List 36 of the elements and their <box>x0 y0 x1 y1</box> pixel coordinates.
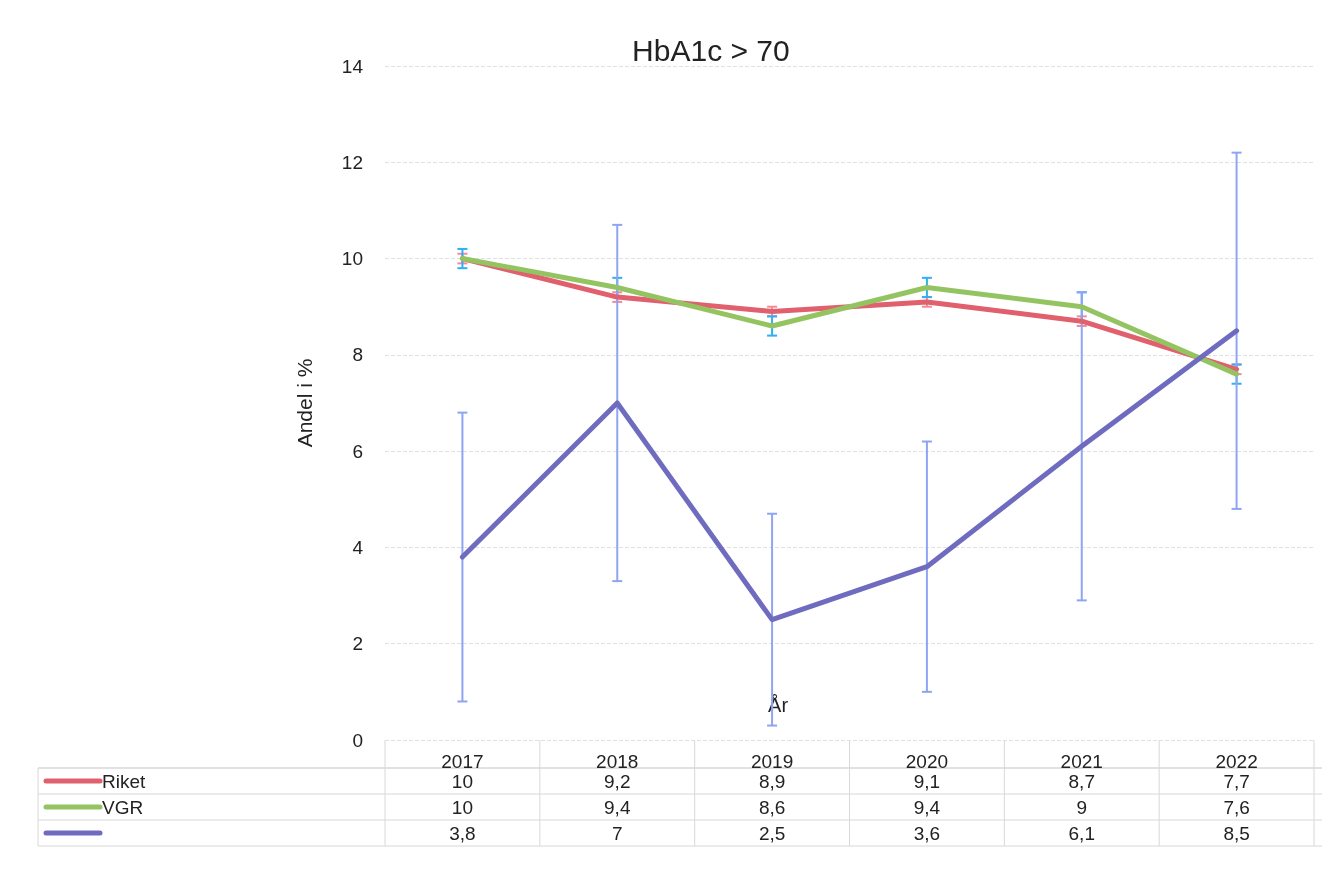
x-tick-label: 2019 <box>750 751 794 772</box>
x-tick-label: 2022 <box>1215 751 1258 772</box>
y-axis-title: Andel i % <box>293 358 316 448</box>
y-tick-label: 6 <box>352 440 363 462</box>
data-label: 9,4 <box>604 796 631 818</box>
x-tick-label: 2021 <box>1060 751 1103 772</box>
y-tick-label: 12 <box>341 151 363 173</box>
data-label: 7 <box>611 822 623 844</box>
x-tick-label: 2017 <box>441 751 484 772</box>
data-label: 8,7 <box>1068 770 1095 792</box>
y-tick-label: 10 <box>341 248 363 270</box>
y-tick-label: 14 <box>341 55 364 77</box>
chart-title: HbA1c > 70 <box>632 33 790 67</box>
data-label: 3,6 <box>913 822 941 844</box>
data-label: 8,5 <box>1223 822 1250 844</box>
data-label: 8,6 <box>758 796 786 818</box>
data-label: 7,7 <box>1223 770 1250 792</box>
legend-label: Riket <box>102 770 147 792</box>
data-label: 3,8 <box>449 822 476 844</box>
data-label: 9,4 <box>913 796 941 818</box>
data-label: 9,2 <box>604 770 631 792</box>
data-label: 9 <box>1076 796 1088 818</box>
data-label: 8,9 <box>758 770 786 792</box>
data-label: 7,6 <box>1223 796 1250 818</box>
y-tick-label: 2 <box>352 633 363 655</box>
data-label: 2,5 <box>758 822 786 844</box>
y-tick-label: 4 <box>352 536 364 558</box>
y-tick-label: 0 <box>352 729 363 751</box>
data-label: 9,1 <box>913 770 941 792</box>
x-tick-label: 2020 <box>905 751 949 772</box>
data-label: 6,1 <box>1068 822 1095 844</box>
data-label: 10 <box>451 796 473 818</box>
y-tick-label: 8 <box>352 344 363 366</box>
data-label: 10 <box>451 770 473 792</box>
legend-label: VGR <box>102 796 144 818</box>
x-tick-label: 2018 <box>596 751 639 772</box>
